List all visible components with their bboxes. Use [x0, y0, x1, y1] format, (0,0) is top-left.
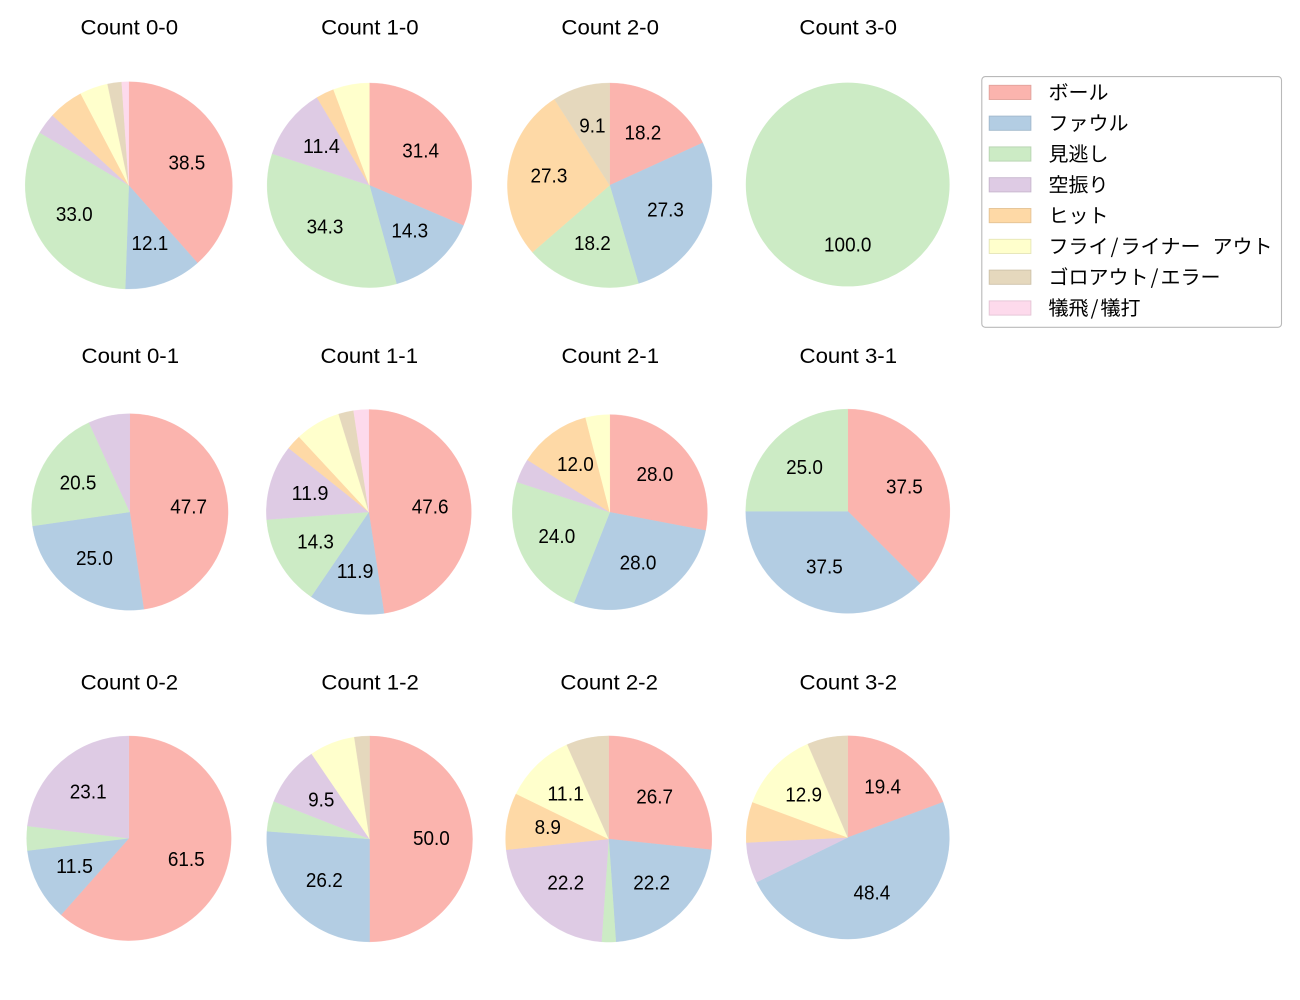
svg-text:14.3: 14.3 [391, 220, 428, 242]
svg-text:37.5: 37.5 [886, 477, 923, 499]
svg-text:48.4: 48.4 [853, 882, 890, 904]
svg-text:8.9: 8.9 [535, 817, 561, 839]
svg-text:24.0: 24.0 [538, 526, 575, 548]
svg-text:Count 1-1: Count 1-1 [321, 345, 419, 368]
svg-text:19.4: 19.4 [864, 776, 901, 798]
svg-text:18.2: 18.2 [574, 233, 611, 255]
svg-text:27.3: 27.3 [647, 200, 684, 222]
svg-text:37.5: 37.5 [806, 557, 843, 579]
svg-text:Count 1-0: Count 1-0 [321, 17, 419, 40]
svg-text:47.7: 47.7 [170, 497, 207, 519]
svg-text:12.1: 12.1 [131, 233, 168, 255]
svg-text:9.1: 9.1 [579, 115, 605, 137]
svg-text:11.9: 11.9 [337, 561, 374, 583]
svg-text:Count 1-2: Count 1-2 [321, 672, 419, 695]
svg-text:11.5: 11.5 [56, 856, 93, 878]
svg-text:22.2: 22.2 [547, 872, 584, 894]
svg-text:Count 3-1: Count 3-1 [800, 345, 898, 368]
svg-text:Count 3-0: Count 3-0 [799, 17, 897, 40]
svg-text:12.0: 12.0 [557, 454, 594, 476]
svg-text:Count 0-2: Count 0-2 [81, 672, 179, 695]
svg-text:61.5: 61.5 [168, 849, 205, 871]
svg-text:18.2: 18.2 [624, 123, 661, 145]
svg-text:38.5: 38.5 [169, 152, 206, 174]
svg-text:11.4: 11.4 [303, 136, 340, 158]
svg-text:11.9: 11.9 [292, 483, 329, 505]
svg-text:33.0: 33.0 [56, 204, 93, 226]
svg-text:28.0: 28.0 [620, 552, 657, 574]
svg-text:14.3: 14.3 [297, 532, 334, 554]
svg-text:Count 3-2: Count 3-2 [800, 672, 898, 695]
svg-text:Count 2-0: Count 2-0 [561, 17, 659, 40]
svg-text:26.7: 26.7 [636, 787, 673, 809]
svg-text:Count 0-0: Count 0-0 [81, 17, 179, 40]
svg-text:23.1: 23.1 [70, 781, 107, 803]
svg-text:Count 2-1: Count 2-1 [562, 345, 660, 368]
svg-text:Count 0-1: Count 0-1 [82, 345, 180, 368]
svg-text:25.0: 25.0 [786, 457, 823, 479]
svg-text:Count 2-2: Count 2-2 [560, 672, 658, 695]
svg-text:26.2: 26.2 [306, 870, 343, 892]
svg-text:11.1: 11.1 [547, 783, 584, 805]
svg-text:50.0: 50.0 [413, 828, 450, 850]
svg-text:20.5: 20.5 [60, 473, 97, 495]
svg-text:31.4: 31.4 [402, 140, 439, 162]
svg-text:47.6: 47.6 [412, 496, 449, 518]
svg-text:12.9: 12.9 [785, 784, 822, 806]
svg-text:25.0: 25.0 [76, 548, 113, 570]
svg-text:28.0: 28.0 [637, 464, 674, 486]
svg-text:100.0: 100.0 [824, 235, 871, 257]
svg-text:9.5: 9.5 [308, 789, 334, 811]
svg-text:22.2: 22.2 [633, 872, 670, 894]
svg-text:34.3: 34.3 [307, 217, 344, 239]
svg-text:27.3: 27.3 [531, 166, 568, 188]
